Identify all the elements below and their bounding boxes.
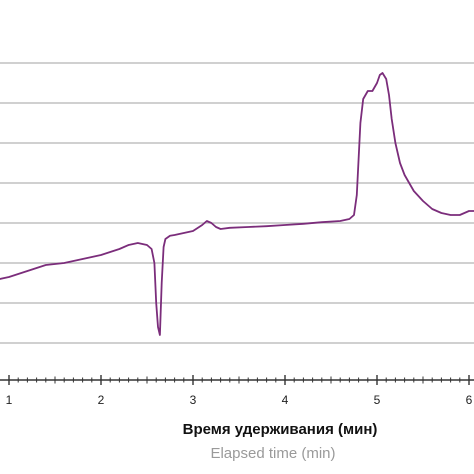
x-axis-title-english: Elapsed time (min)	[210, 445, 335, 462]
x-tick-label: 2	[98, 393, 105, 407]
x-tick-label: 5	[374, 393, 381, 407]
x-axis: 1 2 3 4 5 6	[0, 375, 474, 407]
series-line	[0, 72, 474, 336]
x-tick-label: 1	[6, 393, 13, 407]
x-tick-label: 6	[466, 393, 473, 407]
gridlines	[0, 62, 474, 344]
x-tick-label: 3	[190, 393, 197, 407]
x-tick-label: 4	[282, 393, 289, 407]
x-axis-title: Время удерживания (мин)	[183, 421, 378, 438]
series-layer	[0, 72, 474, 336]
